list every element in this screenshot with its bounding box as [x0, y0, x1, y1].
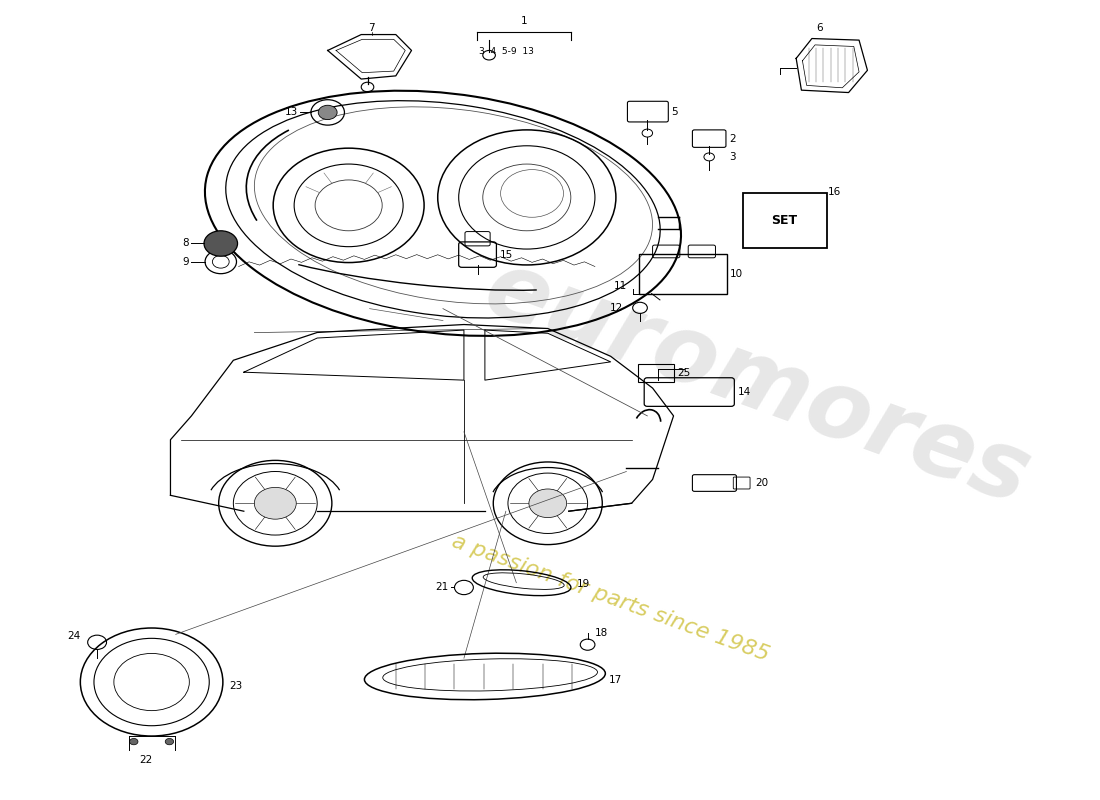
Text: 6: 6: [816, 23, 823, 33]
Text: 23: 23: [229, 681, 242, 691]
Text: 17: 17: [608, 674, 622, 685]
Text: 11: 11: [614, 281, 627, 290]
Text: 13: 13: [285, 107, 298, 118]
Circle shape: [165, 738, 174, 745]
Text: a passion for parts since 1985: a passion for parts since 1985: [449, 532, 772, 666]
Text: 20: 20: [756, 478, 769, 489]
Text: 3: 3: [729, 152, 736, 162]
Text: 1: 1: [520, 16, 527, 26]
Circle shape: [318, 106, 337, 119]
Text: SET: SET: [771, 214, 797, 227]
Text: 10: 10: [730, 269, 744, 279]
Circle shape: [529, 489, 566, 518]
Text: 15: 15: [499, 250, 513, 260]
Text: 8: 8: [183, 238, 189, 249]
Circle shape: [204, 230, 238, 256]
Text: 7: 7: [368, 23, 375, 33]
Text: 19: 19: [578, 579, 591, 590]
Text: 9: 9: [183, 257, 189, 266]
Text: 5: 5: [671, 106, 678, 117]
Text: 24: 24: [67, 631, 80, 641]
Text: 22: 22: [140, 755, 153, 765]
Circle shape: [254, 487, 296, 519]
Text: 25: 25: [678, 368, 691, 378]
Text: 16: 16: [827, 187, 840, 197]
Text: 12: 12: [610, 303, 624, 313]
Text: 3  4  5-9  13: 3 4 5-9 13: [478, 46, 534, 56]
Text: 14: 14: [737, 387, 750, 397]
Text: euromores: euromores: [472, 243, 1043, 526]
Text: 2: 2: [729, 134, 736, 144]
Text: 18: 18: [595, 628, 608, 638]
Text: 21: 21: [434, 582, 448, 593]
Circle shape: [130, 738, 138, 745]
